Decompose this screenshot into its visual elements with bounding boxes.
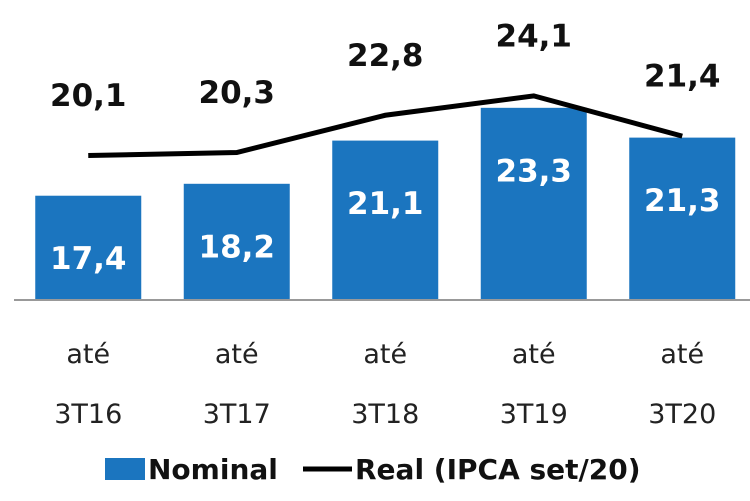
line-value-label: 21,4 (644, 59, 721, 95)
bar-value-label: 18,2 (199, 229, 276, 265)
x-tick-label: até 3T19 (499, 339, 568, 430)
line-value-label: 22,8 (347, 38, 424, 74)
legend-label: Real (IPCA set/20) (355, 453, 641, 486)
line-value-label: 20,3 (199, 75, 276, 111)
bar-value-label: 21,3 (644, 183, 721, 219)
line (88, 93, 683, 158)
bar (332, 140, 439, 300)
bar (183, 183, 290, 300)
bar-value-label: 23,3 (496, 153, 573, 189)
bar-value-label: 17,4 (50, 241, 127, 277)
bar-value-label: 21,1 (347, 186, 424, 222)
x-tick-label: até 3T20 (648, 339, 717, 430)
bar (35, 195, 142, 300)
legend-swatch (105, 458, 145, 480)
line-value-label: 24,1 (496, 18, 573, 54)
legend-label: Nominal (148, 453, 278, 486)
x-tick-label: até 3T16 (54, 339, 123, 430)
bar (480, 107, 587, 300)
line-value-label: 20,1 (50, 78, 127, 114)
bar (629, 137, 736, 300)
x-tick-label: até 3T18 (351, 339, 420, 430)
x-tick-label: até 3T17 (202, 339, 271, 430)
